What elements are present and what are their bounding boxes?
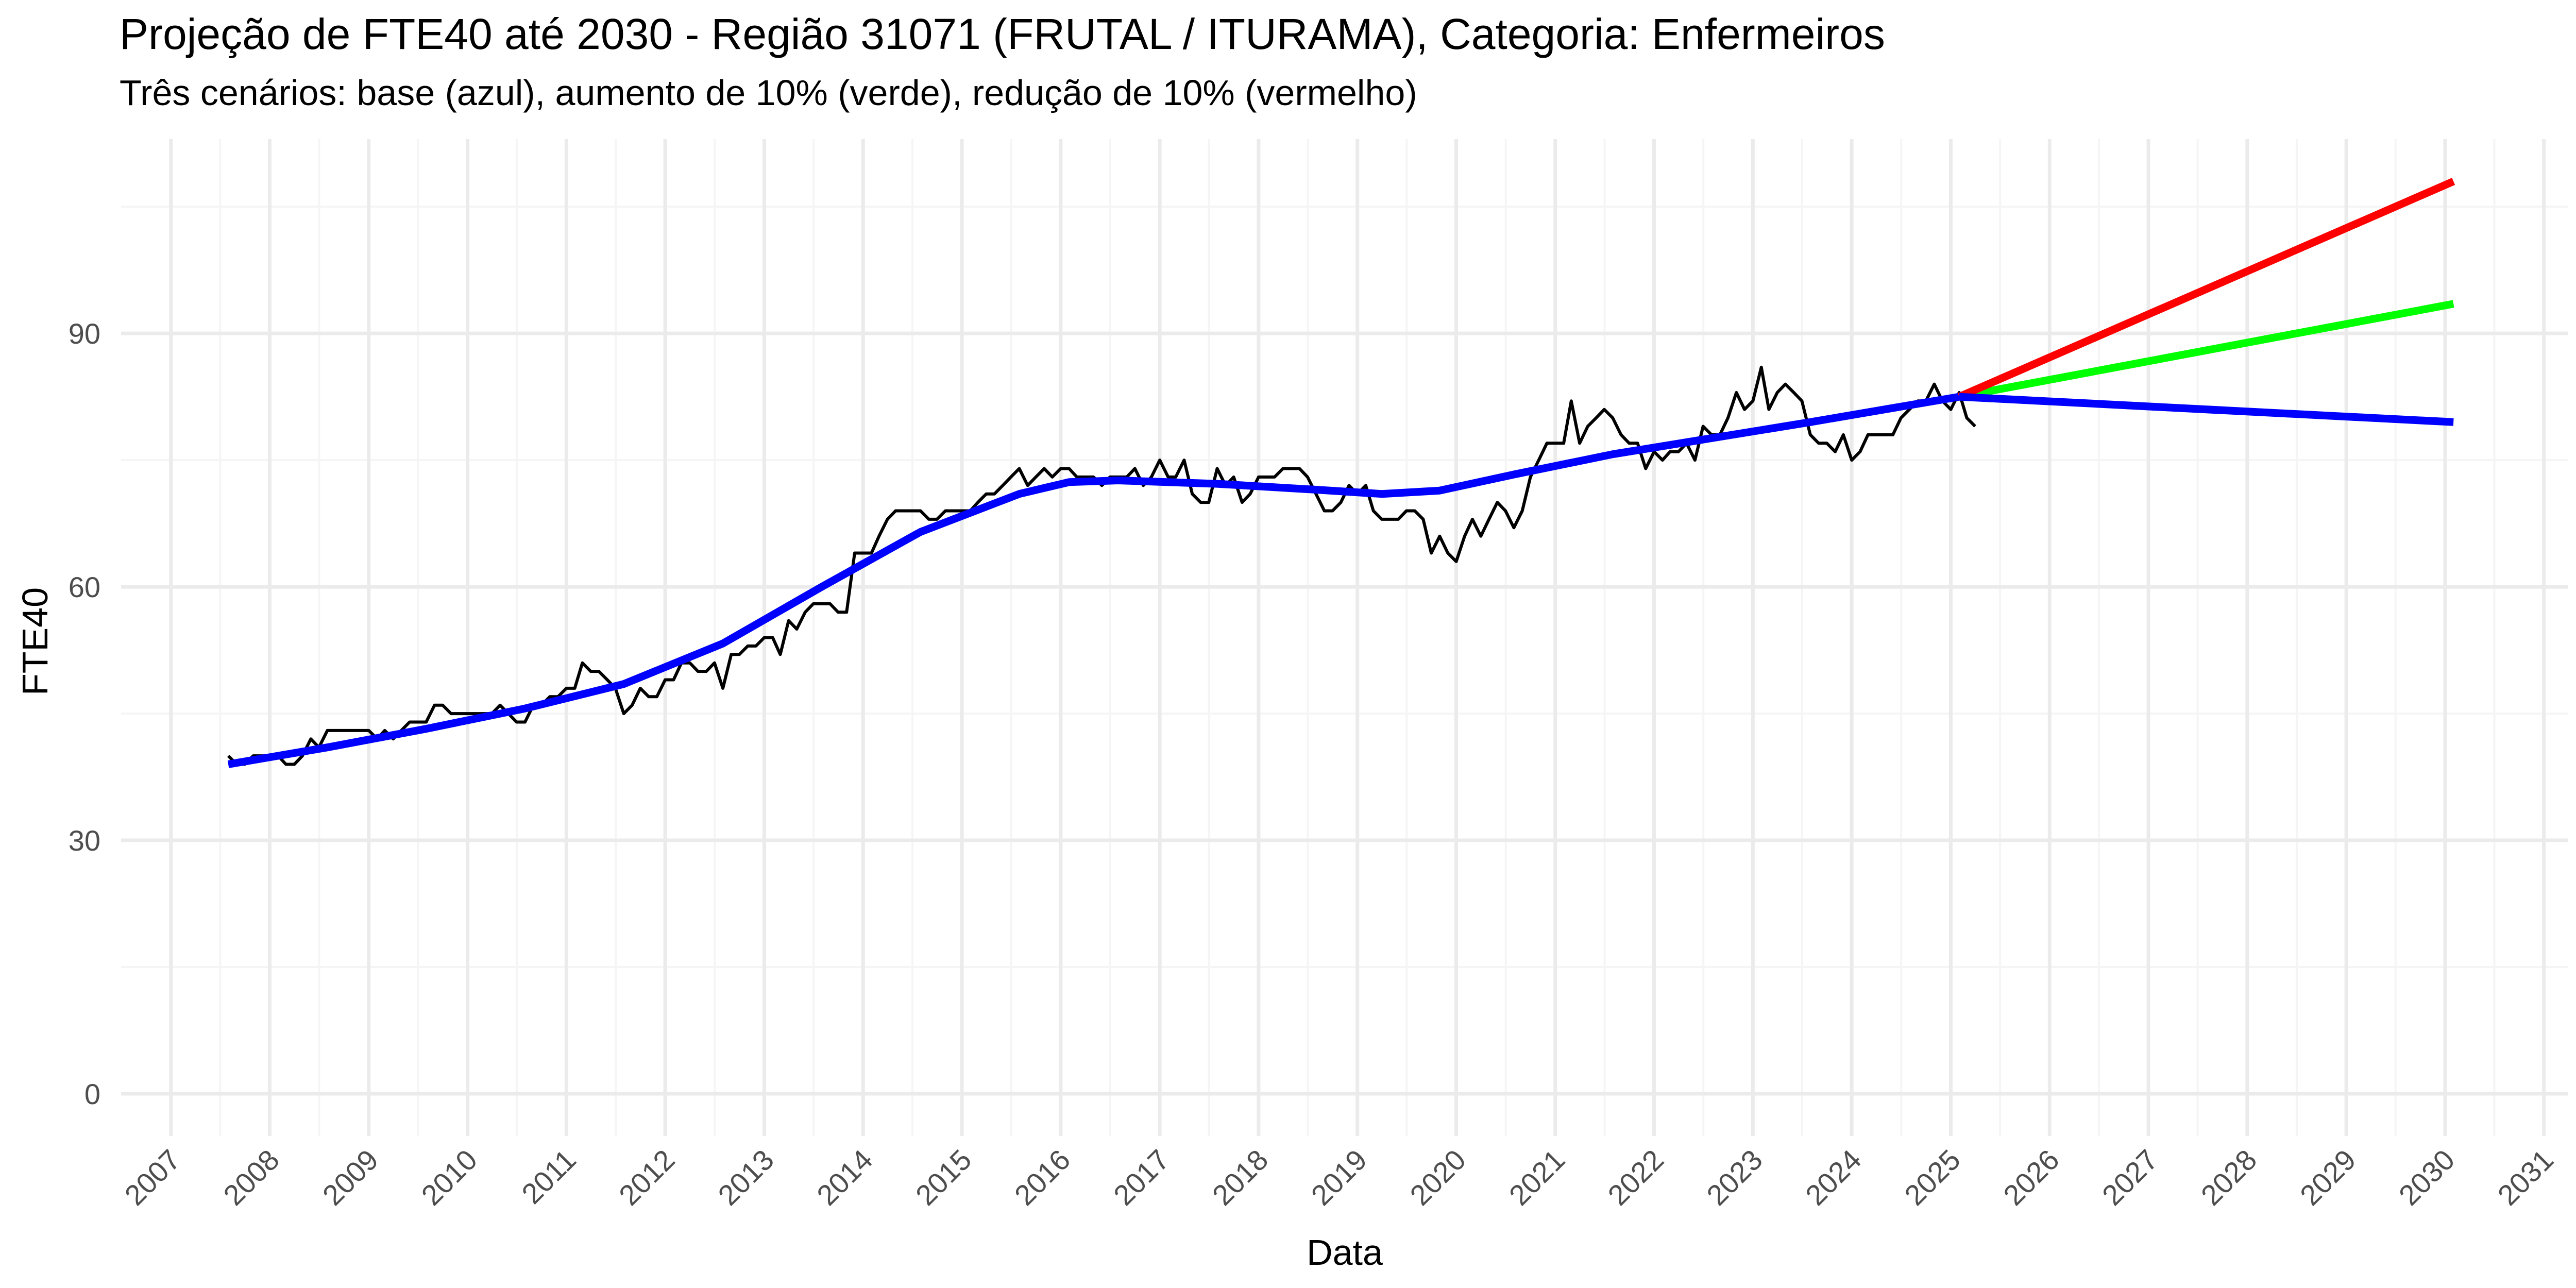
series-line-observado [227, 365, 1976, 766]
x-tick-label: 2014 [810, 1143, 879, 1212]
series-line-aumento-10 [1958, 300, 2454, 401]
x-tick-label: 2027 [2096, 1143, 2164, 1212]
x-tick-label: 2015 [909, 1143, 978, 1212]
x-tick-label: 2026 [1997, 1143, 2065, 1212]
x-tick-label: 2022 [1601, 1143, 1670, 1212]
x-tick-label: 2011 [515, 1143, 582, 1210]
y-tick-label: 90 [69, 317, 100, 350]
y-tick-label: 0 [84, 1078, 100, 1110]
y-axis-title: FTE40 [15, 587, 55, 696]
series-line-base [1959, 393, 2454, 426]
y-tick-label: 60 [69, 571, 100, 603]
x-tick-label: 2030 [2393, 1143, 2461, 1212]
x-tick-label: 2017 [1107, 1143, 1176, 1212]
chart-subtitle: Três cenários: base (azul), aumento de 1… [120, 73, 1417, 113]
x-tick-label: 2024 [1799, 1143, 1868, 1212]
y-tick-label: 30 [69, 824, 100, 857]
x-tick-label: 2025 [1898, 1143, 1967, 1212]
chart-title: Projeção de FTE40 até 2030 - Região 3107… [120, 10, 1885, 58]
x-tick-labels: 2007 2008 2009 2010 2011 2012 2013 2014 2015 2016… [118, 1143, 2560, 1212]
x-tick-label: 2029 [2294, 1143, 2362, 1212]
x-tick-label: 2016 [1008, 1143, 1077, 1212]
grid-lines [121, 139, 2568, 1136]
x-tick-label: 2013 [711, 1143, 780, 1212]
x-tick-label: 2012 [613, 1143, 681, 1212]
x-tick-label: 2010 [415, 1143, 483, 1212]
x-tick-label: 2018 [1206, 1143, 1275, 1212]
x-tick-label: 2021 [1503, 1143, 1571, 1212]
x-tick-label: 2023 [1700, 1143, 1769, 1212]
x-tick-label: 2031 [2492, 1143, 2560, 1212]
series-line-reducao-10 [1957, 178, 2455, 400]
series-lines [227, 178, 2455, 768]
x-tick-label: 2008 [217, 1143, 285, 1212]
x-tick-label: 2028 [2195, 1143, 2263, 1212]
x-tick-label: 2007 [118, 1143, 187, 1212]
x-tick-label: 2020 [1403, 1143, 1472, 1212]
x-axis-title: Data [1307, 1232, 1383, 1273]
x-tick-label: 2009 [316, 1143, 385, 1212]
x-tick-label: 2019 [1305, 1143, 1374, 1212]
series-line-base-historico [227, 393, 1960, 768]
y-tick-labels: 0 30 60 90 [69, 317, 100, 1110]
